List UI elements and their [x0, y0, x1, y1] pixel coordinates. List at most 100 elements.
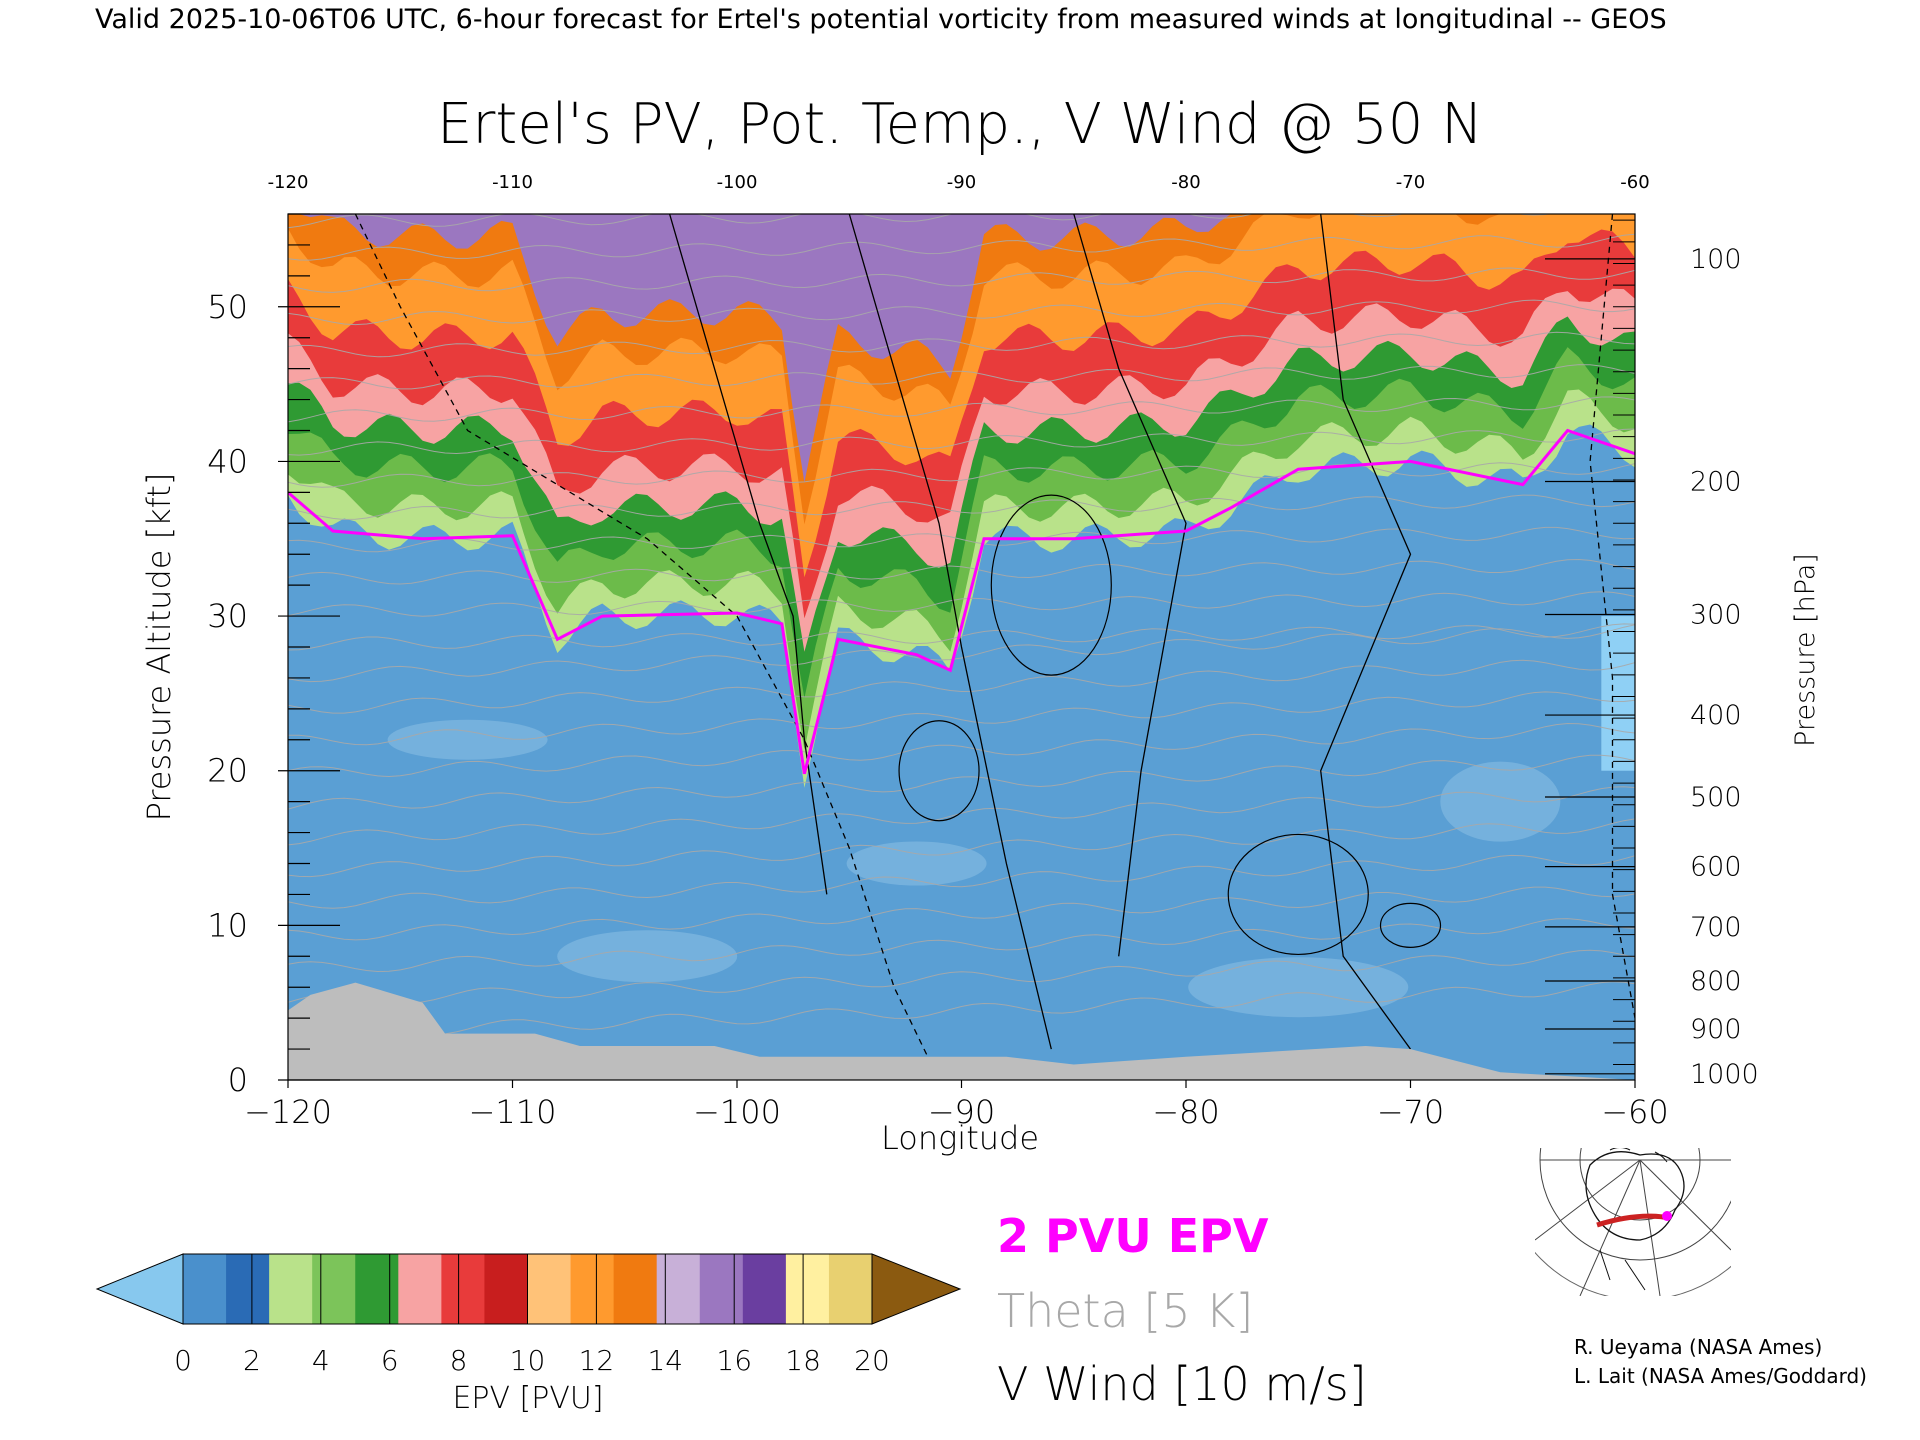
x-top-tick-label: -60 [1620, 172, 1649, 193]
colorbar-tick-label: 6 [381, 1344, 399, 1377]
pressure-tick-label: 1000 [1690, 1059, 1759, 1090]
theta-line-4 [288, 854, 1635, 909]
colorbar-segment [656, 1254, 701, 1324]
colorbar-tick-label: 14 [647, 1344, 683, 1377]
pressure-tick-label: 200 [1690, 467, 1742, 498]
pressure-tick-label: 800 [1690, 966, 1742, 997]
theta-line-10 [288, 659, 1635, 714]
colorbar-tick-label: 0 [174, 1344, 192, 1377]
colorbar-under-arrow [95, 1253, 184, 1325]
theta-line-14 [288, 558, 1635, 585]
colorbar-segment [441, 1254, 485, 1324]
x-top-tick-label: -90 [947, 172, 976, 193]
theta-line-12 [288, 623, 1635, 651]
x-top-tick-label: -110 [492, 172, 533, 193]
y-tick-label: 30 [207, 597, 248, 635]
x-tick-label: −110 [469, 1093, 557, 1131]
theta-line-15 [288, 526, 1635, 553]
epv-2pvu-line [288, 428, 1635, 775]
x-top-tick-label: -80 [1171, 172, 1200, 193]
colorbar-tick-label: 10 [510, 1344, 546, 1377]
wind-loop-1 [898, 720, 980, 822]
theta-line-20 [288, 364, 1635, 390]
wind-loop-2 [1227, 833, 1369, 956]
theta-line-24 [288, 233, 1635, 261]
wind-contours [354, 214, 1635, 1080]
credit-line-1: R. Ueyama (NASA Ames) [1574, 1335, 1822, 1359]
colorbar-segment [183, 1254, 227, 1324]
legend-theta: Theta [5 K] [997, 1284, 1253, 1338]
colorbar-segment [355, 1254, 399, 1324]
theta-line-7 [288, 754, 1635, 810]
x-tick-label: −70 [1377, 1093, 1445, 1131]
trop-patch-1 [846, 841, 987, 886]
epv-bands [288, 214, 1635, 1018]
colorbar-tick-label: 16 [716, 1344, 752, 1377]
colorbar-tick-label: 12 [579, 1344, 615, 1377]
epv-band-7 [288, 214, 1635, 483]
wind-contour-4 [1320, 214, 1412, 1050]
colorbar-tick-label: 4 [312, 1344, 330, 1377]
y-tick-label: 10 [207, 906, 248, 944]
chart-title: Ertel's PV, Pot. Temp., V Wind @ 50 N [437, 92, 1483, 157]
theta-line-16 [288, 494, 1635, 521]
x-axis: −120 −110 −100 −90 −80 −70 −60 [244, 1080, 1669, 1131]
y-axis: 0 10 20 30 40 50 [207, 213, 340, 1099]
x-axis-top: -120 -110 -100 -90 -80 -70 -60 [268, 172, 1650, 193]
plot-area [288, 214, 1635, 1080]
theta-line-6 [288, 786, 1635, 846]
credit-line-2: L. Lait (NASA Ames/Goddard) [1574, 1364, 1867, 1388]
x-top-tick-label: -100 [717, 172, 758, 193]
legend-wind: V Wind [10 m/s] [997, 1357, 1367, 1411]
y-axis-label: Pressure Altitude [kft] [140, 473, 178, 822]
colorbar-segment [226, 1254, 270, 1324]
theta-line-21 [288, 331, 1635, 358]
theta-line-0 [288, 981, 1635, 1040]
theta-line-11 [288, 624, 1635, 683]
colorbar-tick-label: 20 [854, 1344, 890, 1377]
wind-contour-5 [1589, 214, 1635, 1019]
theta-line-19 [288, 396, 1635, 423]
x-top-tick-label: -120 [268, 172, 309, 193]
colorbar-segment [828, 1254, 873, 1324]
colorbar-segment [613, 1254, 658, 1324]
y-tick-label: 50 [207, 288, 248, 326]
trop-patch-2 [1188, 957, 1409, 1018]
x-top-tick-label: -70 [1396, 172, 1425, 193]
colorbar-segment [699, 1254, 744, 1324]
wind-loop-3 [1379, 902, 1442, 948]
colorbar-tick-label: 2 [243, 1344, 261, 1377]
colorbar-label: EPV [PVU] [452, 1381, 603, 1416]
wind-contour-2 [848, 214, 1052, 1050]
legend-epv: 2 PVU EPV [997, 1209, 1269, 1263]
theta-line-18 [288, 428, 1635, 456]
pressure-axis-label: Pressure [hPa] [1790, 553, 1821, 747]
colorbar-segment [484, 1254, 528, 1324]
trop-patch-4 [1440, 761, 1561, 842]
pressure-tick-label: 100 [1690, 244, 1742, 275]
trop-patch-0 [557, 930, 738, 983]
x-tick-label: −80 [1152, 1093, 1220, 1131]
locator-map [1535, 1148, 1731, 1296]
x-tick-label: −100 [693, 1093, 781, 1131]
pressure-tick-label: 700 [1690, 912, 1742, 943]
y-tick-label: 20 [207, 752, 248, 790]
colorbar-segment [742, 1254, 787, 1324]
wind-contour-0 [354, 214, 940, 1080]
theta-line-8 [288, 722, 1635, 778]
y-tick-label: 40 [207, 442, 248, 480]
x-tick-label: −60 [1601, 1093, 1669, 1131]
x-tick-label: −120 [244, 1093, 332, 1131]
pressure-tick-label: 600 [1690, 852, 1742, 883]
wind-contour-1 [668, 214, 828, 895]
x-axis-label: Longitude [881, 1119, 1039, 1157]
colorbar-over-arrow [871, 1253, 962, 1325]
theta-line-9 [288, 691, 1635, 746]
theta-line-23 [288, 267, 1635, 293]
pressure-axis: 100 200 300 400 500 600 700 800 900 1000 [1545, 219, 1759, 1090]
theta-line-5 [288, 818, 1635, 878]
colorbar-segment [312, 1254, 356, 1324]
colorbar-segment [785, 1254, 830, 1324]
theta-line-2 [288, 918, 1635, 973]
